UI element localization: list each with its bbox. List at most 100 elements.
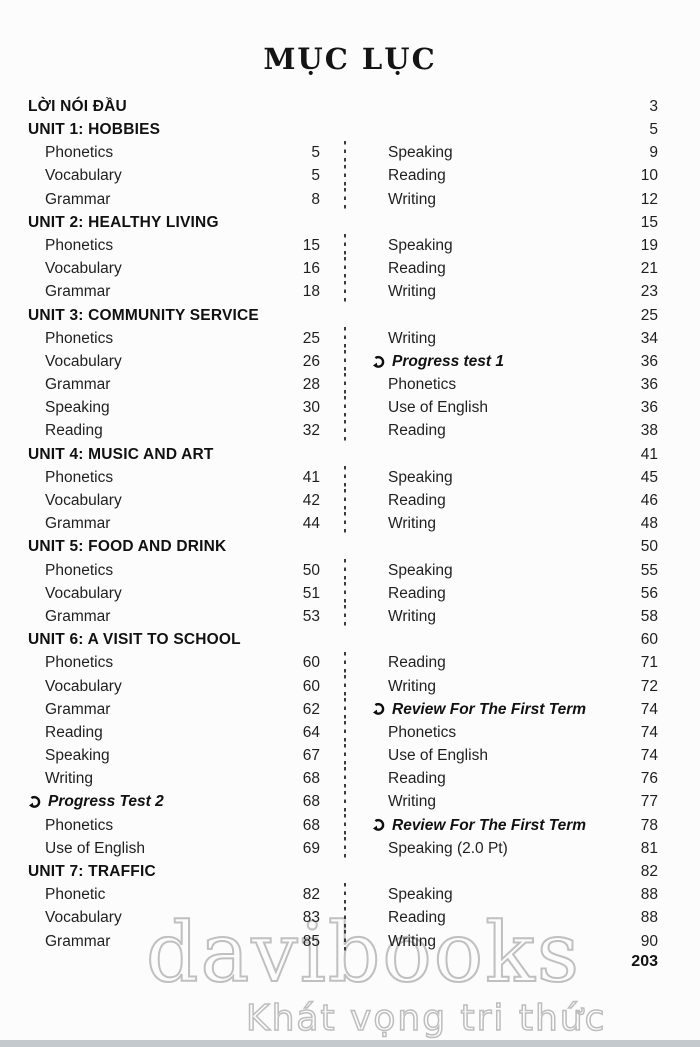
column-divider	[320, 350, 370, 374]
toc-left-entry: UNIT 5: FOOD AND DRINK	[28, 539, 280, 555]
toc-right-entry: Writing	[370, 609, 610, 625]
toc-left-entry: Grammar	[28, 934, 280, 950]
toc-left-page-number: 41	[302, 468, 320, 486]
toc-row: UNIT 5: FOOD AND DRINK 50	[28, 536, 658, 559]
toc-right-page-number: 41	[640, 445, 658, 463]
toc-right-page-number: 23	[640, 283, 658, 301]
column-divider	[320, 419, 370, 443]
toc-entry-label: Grammar	[45, 700, 111, 718]
toc-entry-label: Writing	[388, 677, 436, 695]
toc-left-page-number: 5	[311, 167, 320, 185]
dashed-line	[344, 721, 346, 745]
column-divider	[320, 211, 370, 234]
toc-right-page-number: 60	[640, 631, 658, 649]
toc-entry-label: UNIT 5: FOOD AND DRINK	[28, 538, 227, 556]
toc-right-entry: Phonetics	[370, 725, 610, 741]
toc-row: Vocabulary 51 Reading 56	[28, 581, 658, 606]
toc-right-page-number: 3	[649, 97, 658, 115]
dashed-line	[344, 581, 346, 606]
toc-left-entry: Phonetics	[28, 818, 280, 834]
toc-entry-label: Grammar	[45, 607, 111, 625]
toc-entry-label: Vocabulary	[45, 260, 122, 278]
toc-right-page-number: 12	[640, 190, 658, 208]
toc-entry-label: Writing	[388, 932, 436, 950]
toc-left-page-number: 60	[302, 677, 320, 695]
toc-entry-label: Grammar	[45, 376, 111, 394]
toc-entry-label: Phonetics	[388, 376, 457, 394]
toc-row: Vocabulary 16 Reading 21	[28, 257, 658, 281]
toc-left-page-number: 85	[302, 932, 320, 950]
dashed-line	[344, 164, 346, 188]
toc-left-page-number: 68	[302, 816, 320, 834]
column-divider	[320, 837, 370, 861]
toc-right-page-number: 25	[640, 306, 658, 324]
dashed-line	[344, 558, 346, 582]
toc-left-page-number: 83	[302, 909, 320, 927]
toc-right-page-number: 15	[640, 213, 658, 231]
toc-row: UNIT 6: A VISIT TO SCHOOL 60	[28, 628, 658, 651]
toc-right-page-number: 34	[640, 329, 658, 347]
column-divider	[320, 883, 370, 907]
column-divider	[320, 790, 370, 814]
toc-left-page-number: 30	[302, 399, 320, 417]
toc-entry-label: Speaking	[388, 468, 453, 486]
toc-left-page-number: 51	[302, 584, 320, 602]
toc-left-page-number: 28	[302, 376, 320, 394]
toc-right-entry: Speaking	[370, 887, 610, 903]
toc-right-page-number: 10	[640, 167, 658, 185]
toc-entry-label: Reading	[388, 654, 446, 672]
toc-right-entry: Use of English	[370, 400, 610, 416]
toc-left-entry: Grammar	[28, 377, 280, 393]
dashed-line	[344, 466, 346, 490]
toc-right-page-number: 19	[640, 236, 658, 254]
toc-left-entry: Writing	[28, 771, 280, 787]
toc-left-page-number: 32	[302, 422, 320, 440]
toc-right-page-number: 72	[640, 677, 658, 695]
page-title: MỤC LỤC	[263, 42, 437, 76]
dashed-line	[344, 697, 346, 722]
toc-row: Speaking 67 Use of English 74	[28, 744, 658, 768]
column-divider	[320, 651, 370, 675]
toc-row: Grammar 53 Writing 58	[28, 605, 658, 629]
toc-entry-label: Reading	[45, 723, 103, 741]
toc-left-entry: Phonetics	[28, 563, 280, 579]
toc-left-page-number: 42	[302, 492, 320, 510]
toc-left-entry: UNIT 2: HEALTHY LIVING	[28, 215, 280, 231]
toc-right-entry: Use of English	[370, 748, 610, 764]
toc-entry-label: Vocabulary	[45, 584, 122, 602]
toc-entry-label: Reading	[388, 167, 446, 185]
toc-left-entry: UNIT 7: TRAFFIC	[28, 864, 280, 880]
dashed-line	[344, 605, 346, 629]
toc-entry-label: Progress test 1	[392, 352, 504, 370]
toc-row: UNIT 4: MUSIC AND ART 41	[28, 443, 658, 466]
toc-row: UNIT 7: TRAFFIC 82	[28, 860, 658, 883]
toc-left-entry: Vocabulary	[28, 586, 280, 602]
toc-right-entry: Speaking	[370, 470, 610, 486]
toc-right-page-number: 55	[640, 561, 658, 579]
column-divider	[320, 443, 370, 466]
toc-right-entry: Writing	[370, 284, 610, 300]
dashed-line	[344, 373, 346, 397]
toc-right-entry: Progress test 1	[370, 354, 610, 370]
toc-entry-label: Reading	[388, 770, 446, 788]
toc-entry-label: Review For The First Term	[392, 816, 587, 834]
toc-left-page-number: 69	[302, 839, 320, 857]
toc-left-entry: Grammar	[28, 284, 280, 300]
toc-entry-label: Grammar	[45, 515, 111, 533]
dashed-line	[344, 396, 346, 420]
toc-left-entry: Grammar	[28, 516, 280, 532]
toc-entry-label: Speaking (2.0 Pt)	[388, 839, 508, 857]
column-divider	[320, 536, 370, 559]
toc-entry-label: Speaking	[388, 236, 453, 254]
toc-left-entry: Vocabulary	[28, 261, 280, 277]
toc-left-entry: UNIT 3: COMMUNITY SERVICE	[28, 308, 280, 324]
dashed-line	[344, 280, 346, 304]
toc-left-page-number: 44	[302, 515, 320, 533]
toc-right-page-number: 82	[640, 863, 658, 881]
toc-right-page-number: 50	[640, 538, 658, 556]
toc-left-page-number: 68	[302, 770, 320, 788]
toc-row: Grammar 44 Writing 48	[28, 512, 658, 536]
toc-left-page-number: 25	[302, 329, 320, 347]
dashed-line	[344, 489, 346, 513]
